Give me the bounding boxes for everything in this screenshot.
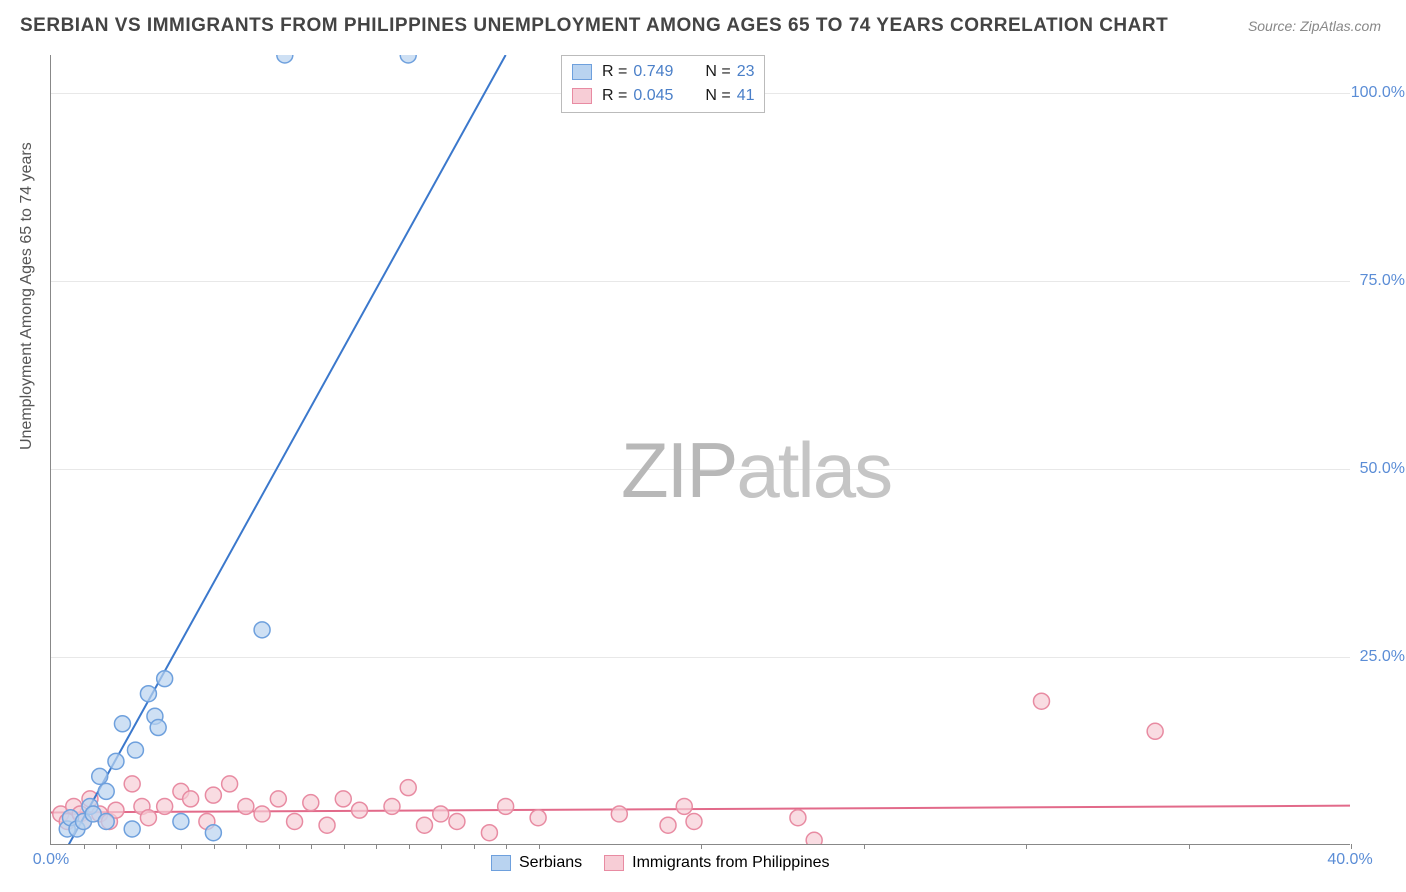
data-point (433, 806, 449, 822)
data-point (352, 802, 368, 818)
n-label: N = (705, 63, 730, 81)
data-point (1033, 693, 1049, 709)
r-value-serbians: 0.749 (633, 63, 691, 81)
y-tick-label: 75.0% (1360, 272, 1405, 290)
data-point (140, 810, 156, 826)
data-point (303, 795, 319, 811)
data-point (335, 791, 351, 807)
x-tick (311, 844, 312, 849)
legend-item-philippines: Immigrants from Philippines (604, 854, 829, 872)
data-point (173, 813, 189, 829)
data-point (108, 753, 124, 769)
data-point (150, 720, 166, 736)
r-value-philippines: 0.045 (633, 87, 691, 105)
data-point (127, 742, 143, 758)
chart-title: SERBIAN VS IMMIGRANTS FROM PHILIPPINES U… (20, 15, 1168, 37)
series-legend: Serbians Immigrants from Philippines (491, 854, 830, 872)
data-point (676, 798, 692, 814)
data-point (416, 817, 432, 833)
r-label: R = (602, 63, 627, 81)
x-tick (84, 844, 85, 849)
x-min-label: 0.0% (33, 851, 69, 869)
data-point (205, 787, 221, 803)
x-tick (409, 844, 410, 849)
swatch-serbians-icon (491, 855, 511, 871)
data-point (790, 810, 806, 826)
x-tick (506, 844, 507, 849)
x-tick (116, 844, 117, 849)
data-point (481, 825, 497, 841)
correlation-legend: R = 0.749 N = 23 R = 0.045 N = 41 (561, 55, 765, 113)
data-point (400, 55, 416, 63)
data-point (498, 798, 514, 814)
data-point (124, 821, 140, 837)
legend-label-philippines: Immigrants from Philippines (632, 854, 829, 872)
x-tick (214, 844, 215, 849)
legend-row-philippines: R = 0.045 N = 41 (572, 84, 754, 108)
x-tick (181, 844, 182, 849)
x-tick (246, 844, 247, 849)
x-tick (279, 844, 280, 849)
legend-item-serbians: Serbians (491, 854, 582, 872)
plot-area: ZIPatlas R = 0.749 N = 23 R = 0.045 N = … (50, 55, 1350, 845)
source-attribution: Source: ZipAtlas.com (1248, 18, 1381, 34)
swatch-philippines-icon (604, 855, 624, 871)
data-point (140, 686, 156, 702)
data-point (287, 813, 303, 829)
data-point (98, 783, 114, 799)
scatter-svg (51, 55, 1350, 844)
data-point (277, 55, 293, 63)
data-point (254, 622, 270, 638)
data-point (384, 798, 400, 814)
x-tick (474, 844, 475, 849)
data-point (449, 813, 465, 829)
data-point (611, 806, 627, 822)
data-point (254, 806, 270, 822)
n-value-philippines: 41 (737, 87, 755, 105)
data-point (92, 768, 108, 784)
y-tick-label: 100.0% (1351, 84, 1405, 102)
data-point (686, 813, 702, 829)
data-point (319, 817, 335, 833)
r-label: R = (602, 87, 627, 105)
x-max-label: 40.0% (1327, 851, 1372, 869)
y-tick-label: 25.0% (1360, 648, 1405, 666)
data-point (1147, 723, 1163, 739)
data-point (660, 817, 676, 833)
chart-container: SERBIAN VS IMMIGRANTS FROM PHILIPPINES U… (0, 0, 1406, 892)
data-point (124, 776, 140, 792)
data-point (270, 791, 286, 807)
data-point (98, 813, 114, 829)
n-value-serbians: 23 (737, 63, 755, 81)
data-point (400, 780, 416, 796)
data-point (157, 798, 173, 814)
x-tick (344, 844, 345, 849)
data-point (114, 716, 130, 732)
legend-label-serbians: Serbians (519, 854, 582, 872)
data-point (157, 671, 173, 687)
swatch-serbians-icon (572, 64, 592, 80)
y-axis-label: Unemployment Among Ages 65 to 74 years (18, 142, 36, 450)
x-tick (539, 844, 540, 849)
data-point (806, 832, 822, 844)
x-tick (149, 844, 150, 849)
data-point (530, 810, 546, 826)
swatch-philippines-icon (572, 88, 592, 104)
x-tick (1351, 844, 1352, 849)
x-tick (376, 844, 377, 849)
n-label: N = (705, 87, 730, 105)
data-point (183, 791, 199, 807)
x-tick (701, 844, 702, 849)
y-tick-label: 50.0% (1360, 460, 1405, 478)
x-tick (1189, 844, 1190, 849)
legend-row-serbians: R = 0.749 N = 23 (572, 60, 754, 84)
data-point (222, 776, 238, 792)
data-point (205, 825, 221, 841)
x-tick (864, 844, 865, 849)
data-point (238, 798, 254, 814)
x-tick (1026, 844, 1027, 849)
x-tick (441, 844, 442, 849)
